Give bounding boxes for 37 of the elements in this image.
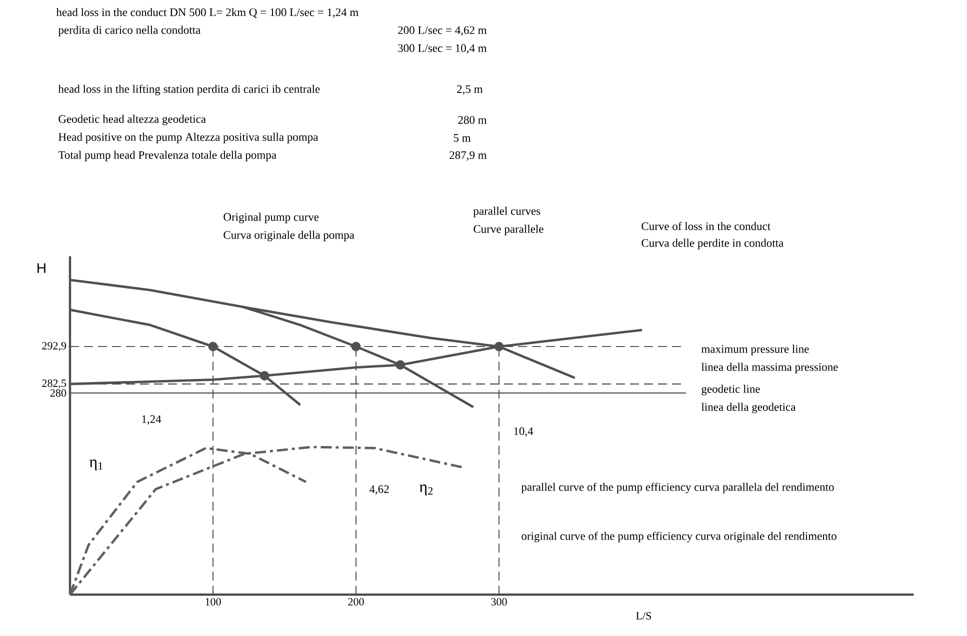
annotation: original curve of the pump efficiency curva originale del rendimento: [522, 532, 836, 542]
text: 287,9 m: [450, 151, 487, 161]
y-tick-label: 282,5: [42, 380, 66, 388]
text: head loss in the lifting station perdita di carici ib centrale: [58, 84, 320, 96]
x-tick-label: 300: [491, 598, 507, 606]
y-tick-label: 292,9: [42, 342, 66, 352]
x-tick-label: 100: [206, 598, 221, 606]
text: parallel curves: [473, 206, 540, 218]
x-tick-label: 200: [348, 598, 364, 606]
annotation: 10,4: [514, 427, 534, 437]
annotation: geodetic line: [702, 384, 760, 396]
text: Head positive on the pump Altezza positiva sulla pompa: [58, 132, 318, 144]
text: 300 L/sec = 10,4 m: [398, 44, 487, 54]
text: perdita di carico nella condotta: [58, 26, 200, 36]
text: Curva delle perdite in condotta: [642, 238, 784, 250]
annotation: η$_{2}$: [419, 484, 433, 496]
text: 2,5 m: [457, 85, 483, 95]
annotation: linea della massima pressione: [701, 362, 838, 374]
text: Original pump curve: [224, 212, 319, 224]
text: head loss in the conduct DN 500 L= 2km Q = 100 L/sec = 1,24 m: [56, 8, 358, 18]
annotation: 1,24: [142, 415, 162, 425]
text: 200 L/sec = 4,62 m: [398, 26, 487, 36]
text: 280 m: [458, 116, 487, 124]
text: Curve of loss in the conduct: [642, 222, 770, 230]
text: 5 m: [454, 134, 471, 142]
text: Geodetic head altezza geodetica: [58, 114, 206, 126]
annotation: 4,62: [369, 485, 389, 495]
annotation: parallel curve of the pump efficiency curva parallela del rendimento: [521, 482, 834, 494]
annotation: η$_{1}$: [89, 460, 102, 470]
text: Curve parallele: [474, 224, 544, 236]
text: Total pump head Prevalenza totale della pompa: [58, 150, 276, 162]
y-tick-label: 280: [50, 389, 66, 397]
y-axis-title: H: [38, 263, 46, 273]
annotation: linea della geodetica: [701, 402, 796, 414]
annotation: maximum pressure line: [701, 344, 809, 356]
x-axis-title: L/S: [636, 612, 651, 620]
text: Curva originale della pompa: [224, 230, 354, 242]
